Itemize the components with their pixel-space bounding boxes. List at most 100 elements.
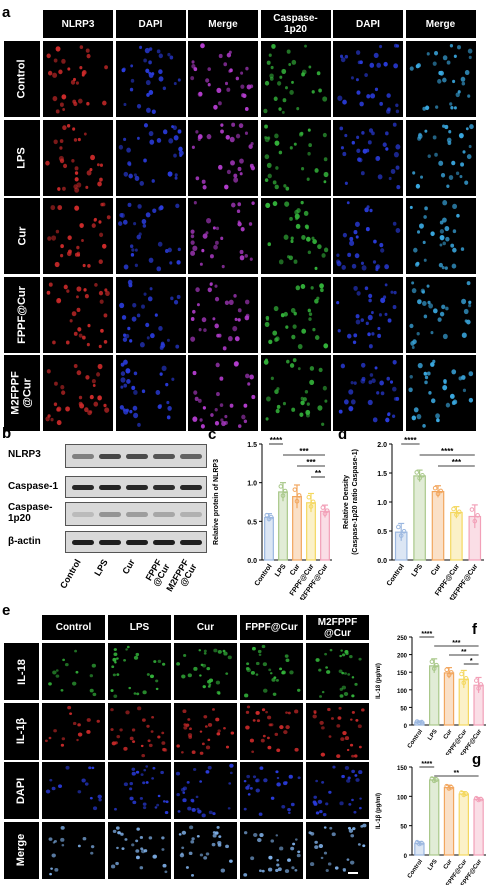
cell-dot [250,671,255,675]
cell-dot [48,736,52,739]
data-point [310,499,316,505]
cell-dot [351,694,355,698]
cell-dot [360,170,365,175]
cell-dot [199,751,204,755]
cell-dot [311,239,317,245]
cell-dot [223,726,226,730]
cell-dot [173,299,178,305]
cell-dot [123,264,128,270]
cell-dot [384,312,388,316]
cell-dot [201,742,205,745]
panel-a-micrograph [333,119,403,196]
cell-field [243,830,301,877]
cell-dot [318,668,322,672]
cell-dot [205,744,211,749]
cell-dot [307,250,311,255]
cell-dot [285,359,290,364]
cell-dot [326,670,331,674]
panel-d-letter: d [338,426,348,443]
cell-dot [112,657,117,662]
cell-dot [67,705,72,709]
cell-dot [323,825,327,829]
cell-dot [467,48,472,54]
cell-dot [47,70,53,76]
cell-dot [73,363,78,369]
cell-dot [307,308,311,312]
cell-dot [164,382,168,387]
cell-dot [200,43,205,49]
cell-dot [290,307,296,313]
cell-dot [85,48,90,53]
cell-dot [291,59,296,65]
y-axis-label: (Caspase-1p20 ratio Caspase-1) [352,449,359,555]
cell-dot [202,406,206,410]
cell-dot [58,69,63,75]
cell-dot [120,371,125,376]
cell-dot [48,682,52,686]
panel-e-micrograph [108,821,171,879]
cell-dot [458,174,462,178]
data-point [268,514,274,520]
cell-dot [338,706,342,710]
cell-dot [279,846,284,850]
cell-dot [323,171,328,177]
y-tick-label: 100 [397,689,408,695]
cell-dot [219,376,224,381]
data-point [417,720,422,725]
cell-dot [207,286,212,292]
cell-dot [191,60,195,64]
cell-dot [162,800,166,803]
cell-dot [385,417,390,423]
cell-dot [218,164,223,170]
panel-a-header: Merge [405,10,476,38]
cell-field [121,45,181,115]
cell-dot [261,707,266,711]
cell-dot [56,297,62,303]
cell-dot [147,60,152,65]
cell-dot [166,52,171,57]
cell-dot [59,145,63,150]
data-point [451,506,456,512]
cell-dot [79,45,84,50]
cell-dot [224,81,229,86]
significance-label: ** [461,649,467,656]
cell-dot [125,709,130,714]
cell-dot [319,287,324,292]
cell-dot [199,852,204,856]
cell-dot [145,79,151,86]
cell-dot [284,868,290,873]
bar [413,475,426,561]
cell-dot [142,781,146,785]
cell-dot [423,314,427,318]
panel-e-row-label: DAPI [4,762,39,819]
cell-dot [143,769,147,772]
cell-dot [72,721,77,725]
cell-dot [313,795,317,799]
cell-dot [409,66,414,71]
cell-dot [230,730,235,735]
cell-dot [337,328,341,333]
panel-c-chart: 0.0 0.5 1.0 1.5 Relative protein of NLRP3 Con… [210,430,338,605]
cell-dot [195,129,199,134]
cell-dot [68,249,72,254]
cell-dot [51,852,56,857]
cell-dot [176,662,181,666]
cell-dot [341,653,346,657]
cell-dot [348,803,352,806]
cell-dot [351,676,355,679]
cell-dot [148,130,153,136]
cell-dot [392,360,397,365]
cell-dot [142,806,147,810]
cell-dot [304,389,308,394]
cell-dot [156,137,161,143]
cell-dot [314,844,319,849]
data-point [463,791,469,797]
cell-dot [166,415,171,420]
cell-dot [46,290,51,295]
cell-dot [246,662,250,666]
data-point [461,680,467,686]
cell-dot [85,375,90,380]
panel-a-micrograph [43,198,113,274]
cell-dot [323,179,326,183]
